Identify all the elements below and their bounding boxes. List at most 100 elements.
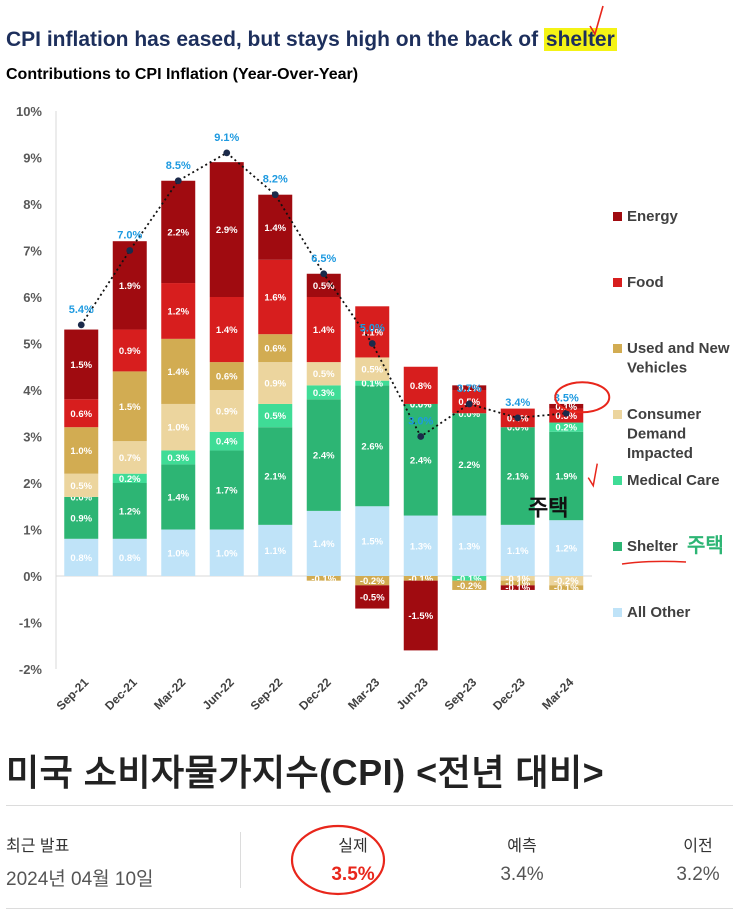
- legend-label: Energy: [627, 208, 679, 225]
- segment-value-label: 2.2%: [458, 460, 480, 471]
- bar-segment: [403, 576, 438, 581]
- previous-stat: 이전 3.2%: [668, 832, 728, 886]
- bar-segment: [306, 576, 341, 581]
- segment-value-label: 1.1%: [264, 546, 286, 557]
- bar-segment: [355, 357, 390, 381]
- y-tick-label: 10%: [16, 104, 42, 119]
- bar-segment: [258, 362, 293, 404]
- bar-segment: [403, 580, 438, 651]
- segment-value-label: -0.1%: [505, 578, 530, 589]
- total-point: [417, 433, 425, 440]
- legend-label: Food: [627, 274, 664, 291]
- bar-segment: [161, 529, 196, 576]
- actual-stat: 실제 3.5%: [318, 832, 388, 886]
- bar-segment: [355, 506, 390, 576]
- legend-label: Consumer Demand Impacted: [627, 406, 701, 462]
- segment-value-label: 1.0%: [167, 548, 189, 559]
- segment-value-label: 2.6%: [361, 441, 383, 452]
- segment-value-label: -0.1%: [311, 574, 336, 585]
- bar-segment: [306, 273, 341, 297]
- bar-segment: [209, 162, 244, 297]
- bar-segment: [549, 431, 584, 521]
- y-tick-label: 8%: [23, 197, 42, 212]
- total-value-label: 5.4%: [69, 304, 94, 316]
- segment-value-label: -0.5%: [360, 592, 385, 603]
- divider-bottom: [6, 908, 733, 909]
- segment-value-label: 0.1%: [458, 383, 480, 394]
- bar-segment: [452, 576, 487, 581]
- segment-value-label: 0.3%: [167, 453, 189, 464]
- legend-swatch: [613, 542, 622, 551]
- legend-swatch: [613, 278, 622, 287]
- segment-value-label: 1.0%: [167, 423, 189, 434]
- total-point: [465, 400, 473, 408]
- segment-value-label: 1.0%: [216, 548, 238, 559]
- bar-segment: [306, 399, 341, 511]
- segment-value-label: 1.9%: [119, 281, 141, 292]
- bar-segment: [355, 385, 390, 507]
- bar-segment: [64, 473, 99, 497]
- segment-value-label: 0.0%: [70, 492, 92, 503]
- segment-value-label: 1.2%: [119, 506, 141, 517]
- bar-segment: [500, 585, 535, 590]
- segment-value-label: 1.4%: [264, 223, 286, 234]
- segment-value-label: 2.9%: [216, 225, 238, 236]
- segment-value-label: 1.3%: [410, 541, 432, 552]
- segment-value-label: 0.0%: [410, 399, 432, 410]
- segment-value-label: 2.1%: [507, 472, 529, 483]
- bar-segment: [452, 515, 487, 576]
- legend-label: Shelter: [627, 538, 678, 555]
- previous-value: 3.2%: [676, 864, 720, 885]
- segment-value-label: 1.9%: [555, 472, 577, 483]
- bar-segment: [258, 524, 293, 576]
- total-value-label: 8.5%: [166, 160, 191, 172]
- segment-value-label: 0.5%: [264, 411, 286, 422]
- bar-segment: [306, 510, 341, 576]
- bar-segment: [64, 538, 99, 576]
- segment-value-label: -1.5%: [408, 611, 433, 622]
- legend-swatch: [613, 476, 622, 485]
- bar-segment: [549, 520, 584, 576]
- segment-value-label: 1.0%: [70, 446, 92, 457]
- segment-value-label: 0.5%: [70, 481, 92, 492]
- legend-swatch: [613, 608, 622, 617]
- y-tick-label: 0%: [23, 569, 42, 584]
- segment-value-label: 1.7%: [216, 485, 238, 496]
- segment-value-label: 0.8%: [119, 553, 141, 564]
- bar-segment: [306, 362, 341, 386]
- segment-value-label: 0.9%: [216, 406, 238, 417]
- total-value-label: 3.7%: [457, 383, 482, 395]
- segment-value-label: 0.5%: [361, 365, 383, 376]
- legend-swatch: [613, 344, 622, 353]
- y-tick-label: 7%: [23, 244, 42, 259]
- bar-segment: [64, 427, 99, 474]
- bar-segment: [258, 427, 293, 525]
- shelter-korean-bar-annotation: 주택: [528, 497, 568, 522]
- headline-text: CPI inflation has eased, but stays high …: [6, 28, 544, 51]
- bar-segment: [452, 580, 487, 590]
- bar-segment: [64, 329, 99, 400]
- bar-segment: [500, 427, 535, 525]
- segment-value-label: -0.2%: [554, 576, 579, 587]
- legend-swatch: [613, 212, 622, 221]
- legend-label: Medical Care: [627, 472, 720, 489]
- y-tick-label: 5%: [23, 337, 42, 352]
- bar-segment: [549, 403, 584, 409]
- chart-subtitle: Contributions to CPI Inflation (Year-Ove…: [6, 66, 359, 83]
- segment-value-label: 2.2%: [167, 227, 189, 238]
- bar-segment: [64, 496, 99, 539]
- total-value-label: 9.1%: [214, 132, 239, 144]
- segment-value-label: 1.3%: [458, 541, 480, 552]
- bar-segment: [209, 431, 244, 451]
- segment-value-label: 0.9%: [119, 346, 141, 357]
- segment-value-label: 1.5%: [361, 537, 383, 548]
- y-tick-label: -1%: [19, 616, 43, 631]
- total-point: [562, 409, 570, 417]
- segment-value-label: 1.4%: [313, 325, 335, 336]
- bar-segment: [306, 297, 341, 363]
- bar-segment: [161, 338, 196, 404]
- segment-value-label: 1.2%: [555, 544, 577, 555]
- segment-value-label: 0.2%: [119, 474, 141, 485]
- actual-label: 실제: [338, 838, 368, 855]
- bar-segment: [258, 334, 293, 363]
